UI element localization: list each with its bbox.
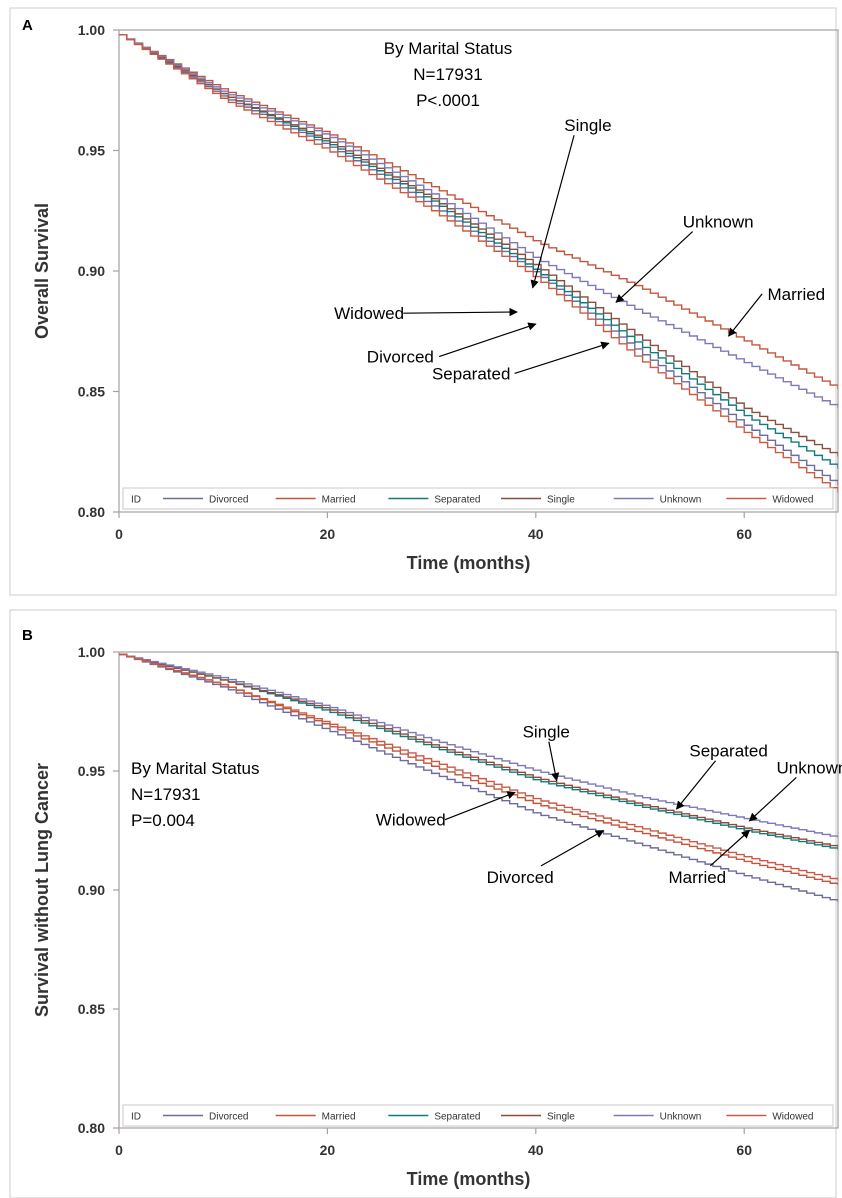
y-tick-label: 0.85 (78, 384, 105, 400)
annotation-line: By Marital Status (131, 759, 260, 778)
curve-unknown (119, 34, 838, 409)
callout-arrow-separated (514, 341, 610, 375)
callout-arrow-unknown (748, 776, 797, 822)
legend-label-divorced: Divorced (209, 1112, 248, 1123)
y-tick-label: 0.80 (78, 504, 105, 520)
callout-label-single: Single (564, 116, 611, 135)
annotation-line: P=0.004 (131, 811, 195, 830)
callout-arrow-separated (675, 760, 717, 810)
plot-area-frame (118, 651, 839, 1129)
panel-label: B (22, 627, 33, 644)
annotation-line: N=17931 (413, 65, 482, 84)
callout-arrow-widowed (444, 791, 516, 821)
legend: ID Divorced Married Separated Single Unknown W… (122, 487, 834, 510)
x-axis-title: Time (months) (407, 553, 531, 573)
curve-divorced (119, 653, 838, 902)
legend-label-widowed: Widowed (772, 1112, 813, 1123)
callout-label-unknown: Unknown (683, 213, 754, 232)
callout-label-married: Married (669, 868, 727, 887)
legend: ID Divorced Married Separated Single Unknown W… (122, 1104, 834, 1127)
legend-label-single: Single (547, 495, 575, 506)
legend-label-divorced: Divorced (209, 495, 248, 506)
x-tick-label: 20 (320, 1142, 336, 1158)
callout-arrow-widowed (403, 307, 518, 317)
x-tick-label: 0 (115, 526, 123, 542)
y-axis-title: Survival without Lung Cancer (32, 763, 52, 1017)
legend-title: ID (131, 1112, 141, 1123)
survival-curves (119, 34, 838, 493)
callout-label-widowed: Widowed (334, 304, 404, 323)
x-tick-label: 0 (115, 1142, 123, 1158)
callout-arrow-unknown (615, 231, 694, 303)
curve-widowed (119, 653, 838, 881)
callout-arrow-divorced (540, 829, 605, 867)
legend-frame (122, 487, 834, 510)
callout-label-unknown: Unknown (777, 758, 842, 777)
y-tick-label: 0.95 (78, 763, 105, 779)
panel-frame (9, 7, 837, 596)
x-tick-label: 20 (320, 526, 336, 542)
curve-married (119, 34, 838, 390)
curve-widowed (119, 34, 838, 493)
x-tick-label: 60 (736, 526, 752, 542)
panel-label: A (22, 17, 33, 34)
curve-single (119, 653, 838, 848)
callout-label-married: Married (768, 285, 826, 304)
callout-arrow-single (548, 741, 560, 782)
callout-arrow-married (709, 829, 751, 867)
chart-panel-a: A 0.80 0.85 0.90 0.95 1.00 0 20 40 60 Time (months… (9, 7, 839, 596)
callout-arrow-married (728, 293, 763, 337)
legend-label-married: Married (322, 1112, 356, 1123)
callout-label-divorced: Divorced (487, 868, 554, 887)
annotation-line: N=17931 (131, 785, 200, 804)
callout-label-separated: Separated (432, 364, 510, 383)
legend-label-widowed: Widowed (772, 495, 813, 506)
x-tick-label: 40 (528, 1142, 544, 1158)
callout-label-single: Single (523, 723, 570, 742)
y-tick-label: 0.90 (78, 882, 105, 898)
callout-label-divorced: Divorced (367, 348, 434, 367)
legend-title: ID (131, 495, 141, 506)
callout-arrow-divorced (438, 322, 537, 358)
panel-frame (9, 609, 837, 1198)
legend-frame (122, 1104, 834, 1127)
curve-single (119, 34, 838, 457)
legend-label-separated: Separated (434, 1112, 480, 1123)
y-tick-label: 1.00 (78, 644, 105, 660)
y-tick-label: 0.90 (78, 263, 105, 279)
y-tick-label: 0.95 (78, 143, 105, 159)
legend-label-separated: Separated (434, 495, 480, 506)
chart-panel-b: B 0.80 0.85 0.90 0.95 1.00 0 20 40 60 Time (months… (9, 609, 842, 1198)
callout-label-widowed: Widowed (376, 811, 446, 830)
legend-label-married: Married (322, 495, 356, 506)
x-axis-title: Time (months) (407, 1169, 531, 1189)
curve-unknown (119, 653, 838, 838)
x-tick-label: 60 (736, 1142, 752, 1158)
y-tick-label: 0.80 (78, 1120, 105, 1136)
panels-group: A 0.80 0.85 0.90 0.95 1.00 0 20 40 60 Time (months… (9, 7, 842, 1198)
annotation-line: P<.0001 (416, 91, 480, 110)
legend-label-unknown: Unknown (660, 1112, 702, 1123)
legend-label-unknown: Unknown (660, 495, 702, 506)
annotation-line: By Marital Status (384, 39, 513, 58)
x-tick-label: 40 (528, 526, 544, 542)
callout-arrow-single (530, 135, 575, 289)
y-axis-title: Overall Survival (32, 203, 52, 339)
survival-curves (119, 653, 838, 902)
callout-label-separated: Separated (689, 742, 767, 761)
legend-label-single: Single (547, 1112, 575, 1123)
y-tick-label: 1.00 (78, 22, 105, 38)
y-tick-label: 0.85 (78, 1001, 105, 1017)
